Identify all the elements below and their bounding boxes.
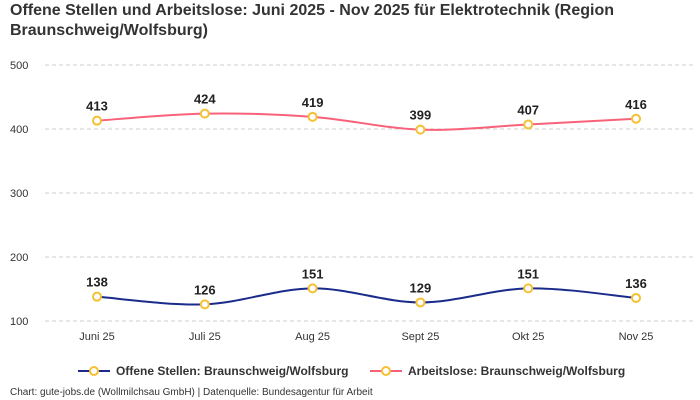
- legend-marker: [381, 366, 391, 376]
- x-tick-label: Nov 25: [619, 331, 654, 343]
- data-point: [415, 124, 426, 135]
- chart-footer: Chart: gute-jobs.de (Wollmilchsau GmbH) …: [10, 387, 373, 398]
- data-label: 424: [194, 92, 216, 107]
- legend-label: Arbeitslose: Braunschweig/Wolfsburg: [408, 364, 625, 378]
- data-point: [631, 292, 641, 303]
- x-tick-label: Sept 25: [401, 331, 439, 343]
- y-tick-label: 400: [10, 124, 28, 136]
- data-point: [415, 297, 426, 308]
- y-tick-label: 300: [10, 188, 28, 200]
- data-label: 136: [625, 276, 647, 291]
- data-label: 151: [302, 266, 324, 281]
- data-point: [523, 283, 534, 294]
- x-tick-label: Okt 25: [512, 331, 544, 343]
- data-label: 129: [410, 280, 432, 295]
- x-tick-label: Juni 25: [79, 331, 114, 343]
- data-point: [631, 113, 641, 124]
- legend-marker: [89, 366, 99, 376]
- data-point: [92, 115, 102, 126]
- y-tick-label: 500: [10, 60, 28, 72]
- data-point: [199, 299, 210, 310]
- series-line: [96, 287, 637, 306]
- data-label: 151: [517, 266, 539, 281]
- x-tick-label: Juli 25: [189, 331, 221, 343]
- x-tick-label: Aug 25: [295, 331, 330, 343]
- data-label: 419: [302, 95, 324, 110]
- data-point: [523, 119, 534, 130]
- chart-title: Offene Stellen und Arbeitslose: Juni 202…: [10, 2, 614, 39]
- data-label: 138: [86, 275, 108, 290]
- data-label: 399: [410, 108, 432, 123]
- data-label: 416: [625, 97, 647, 112]
- data-label: 126: [194, 282, 216, 297]
- data-point: [307, 283, 318, 294]
- y-tick-label: 200: [10, 252, 28, 264]
- data-point: [92, 291, 102, 302]
- legend-label: Offene Stellen: Braunschweig/Wolfsburg: [116, 364, 348, 378]
- y-tick-label: 100: [10, 316, 28, 328]
- data-label: 407: [517, 103, 539, 118]
- data-point: [307, 111, 318, 122]
- data-point: [199, 108, 210, 119]
- series-line: [96, 112, 637, 131]
- data-label: 413: [86, 99, 108, 114]
